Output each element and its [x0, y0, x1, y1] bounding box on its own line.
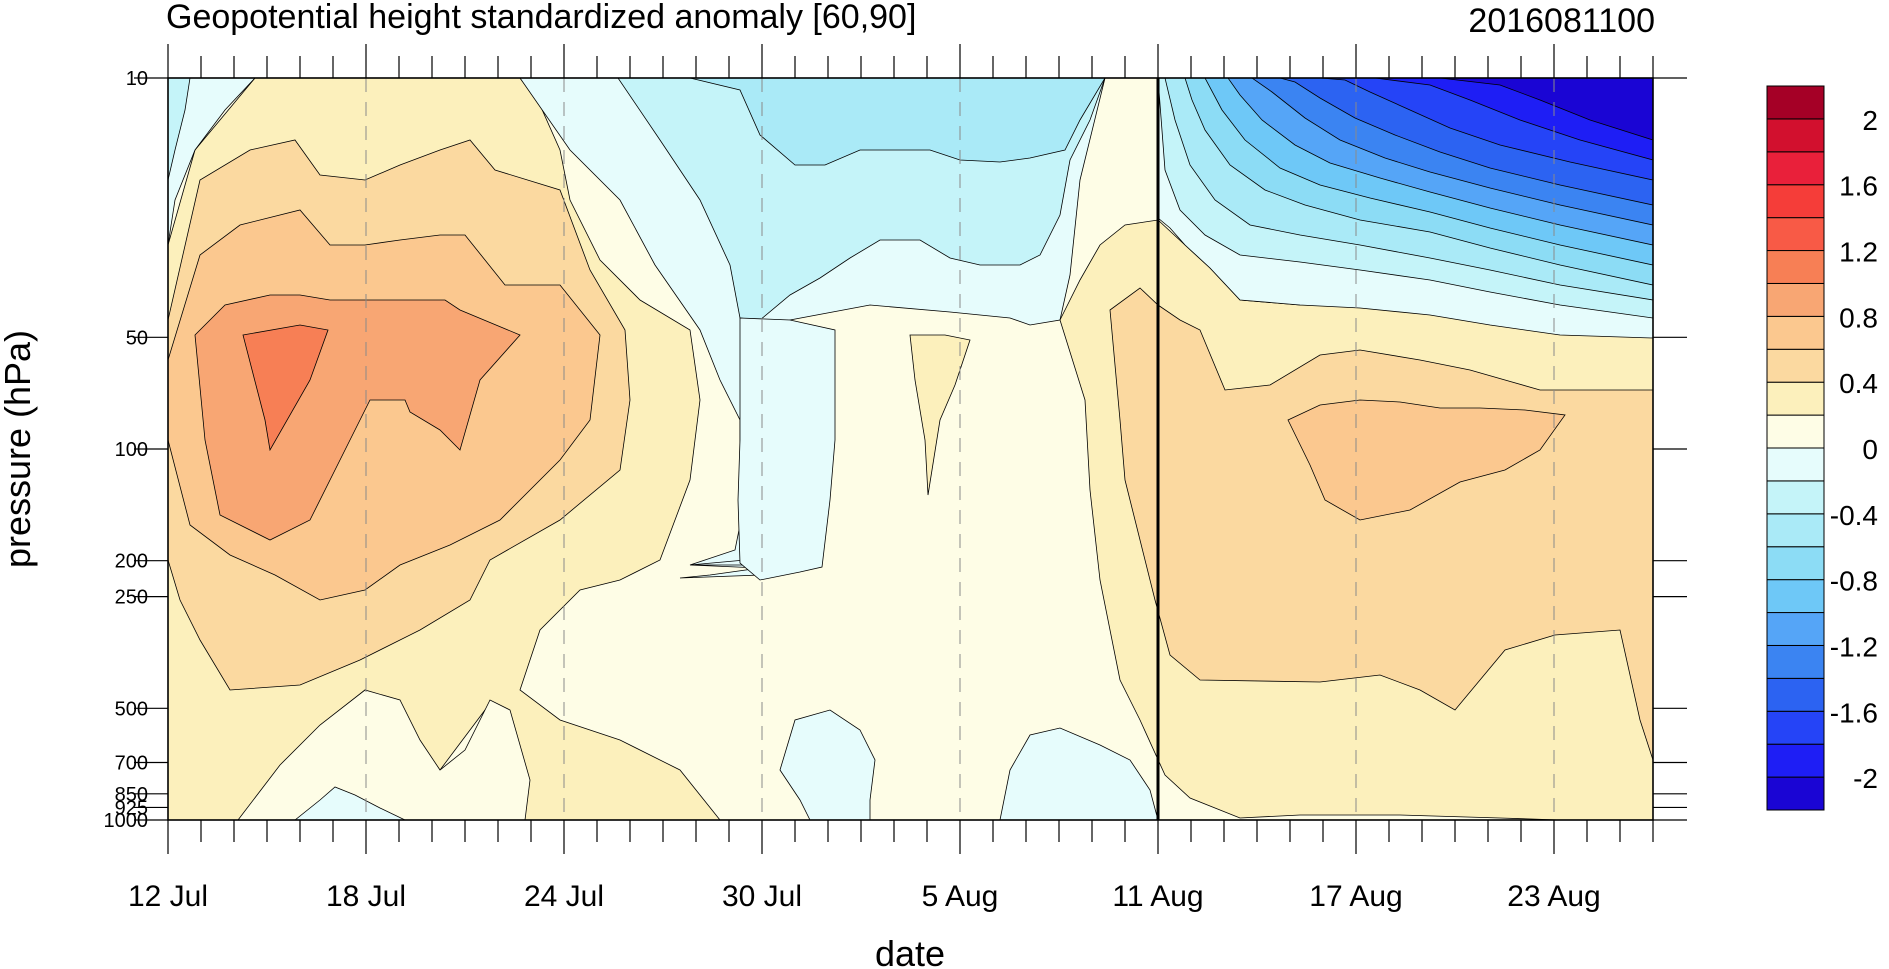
colorbar-label: -0.4	[1830, 500, 1878, 531]
colorbar-label: 2	[1862, 105, 1878, 136]
contour-region-bottom-center-blue1	[779, 709, 876, 820]
contour-region-mid-column	[737, 317, 836, 581]
colorbar-label: 0.8	[1839, 302, 1878, 333]
chart-date-stamp: 2016081100	[1468, 2, 1655, 40]
colorbar-swatch	[1766, 118, 1825, 153]
y-tick-label: 700	[115, 753, 148, 775]
y-axis-label: pressure (hPa)	[0, 330, 38, 568]
contour-region-topleft-blue2	[168, 78, 191, 181]
contour-region-bottom-left-pale	[237, 689, 531, 820]
y-tick-label: 200	[115, 551, 148, 573]
y-tick-label: 10	[126, 68, 148, 90]
colorbar-swatch	[1766, 447, 1825, 482]
colorbar-swatch	[1766, 677, 1825, 712]
contour-region-left-10	[242, 324, 329, 452]
colorbar-swatch	[1766, 151, 1825, 186]
contour-region-right-warm2	[1109, 287, 1653, 761]
colorbar-label: 1.2	[1839, 237, 1878, 268]
colorbar-swatch	[1766, 315, 1825, 350]
y-tick-label: 50	[126, 327, 148, 349]
colorbar-swatch	[1766, 546, 1825, 581]
contour-region-ur-neg11	[1439, 78, 1653, 141]
y-tick-label: 250	[115, 587, 148, 609]
x-axis-ticks: 12 Jul 18 Jul 24 Jul 30 Jul 5 Aug 11 Aug 17 Au…	[128, 44, 1654, 913]
x-tick-label: 11 Aug	[1112, 880, 1203, 913]
contour-region-topleft-blue	[168, 78, 256, 246]
colorbar-swatch	[1766, 743, 1825, 778]
y-tick-label: 100	[115, 439, 148, 461]
colorbar-swatch	[1766, 217, 1825, 252]
colorbar-label: 0.4	[1839, 368, 1878, 399]
x-tick-label: 5 Aug	[922, 880, 999, 913]
colorbar-swatch	[1766, 579, 1825, 614]
colorbar-swatch	[1766, 184, 1825, 219]
colorbar-label: -0.8	[1830, 566, 1878, 597]
colorbar-swatch	[1766, 282, 1825, 317]
y-tick-label: 500	[115, 698, 148, 720]
colorbar-swatch	[1766, 710, 1825, 745]
colorbar: 2 1.6 1.2 0.8 0.4 0 -0.4 -0.8 -1.2 -1.6 -2	[1766, 85, 1878, 811]
y-tick-label: 1000	[104, 810, 149, 832]
colorbar-label: -1.2	[1830, 631, 1878, 662]
x-gridlines	[365, 78, 1555, 820]
colorbar-swatch	[1766, 644, 1825, 679]
contour-region-mid-neg3	[689, 78, 1106, 166]
colorbar-swatch	[1766, 480, 1825, 515]
colorbar-swatch	[1766, 85, 1825, 120]
colorbar-label: 1.6	[1839, 171, 1878, 202]
colorbar-swatch	[1766, 776, 1825, 811]
contour-region-bottom-center-blue2	[999, 727, 1159, 820]
colorbar-label: -2	[1853, 763, 1878, 794]
colorbar-swatch	[1766, 513, 1825, 548]
x-tick-label: 12 Jul	[128, 880, 208, 913]
x-tick-label: 30 Jul	[722, 880, 802, 913]
x-tick-label: 17 Aug	[1309, 880, 1402, 913]
colorbar-swatch	[1766, 250, 1825, 284]
colorbar-label: -1.6	[1830, 697, 1878, 728]
colorbar-swatch	[1766, 414, 1825, 449]
x-tick-label: 24 Jul	[524, 880, 604, 913]
x-axis-label: date	[875, 933, 945, 969]
contour-region-bottom-left-blue	[294, 786, 406, 820]
colorbar-label: 0	[1862, 434, 1878, 465]
contour-region-right-06	[1287, 399, 1566, 521]
x-tick-label: 18 Jul	[326, 880, 406, 913]
contour-fill-group	[168, 78, 1653, 820]
y-tick-label: 925	[115, 797, 148, 819]
colorbar-swatch	[1766, 348, 1825, 383]
y-tick-label: 850	[115, 784, 148, 806]
colorbar-swatch	[1766, 381, 1825, 416]
chart-title: Geopotential height standardized anomaly…	[166, 0, 917, 36]
contour-region-center-warm	[909, 334, 971, 496]
x-tick-label: 23 Aug	[1507, 880, 1600, 913]
colorbar-swatch	[1766, 612, 1825, 646]
